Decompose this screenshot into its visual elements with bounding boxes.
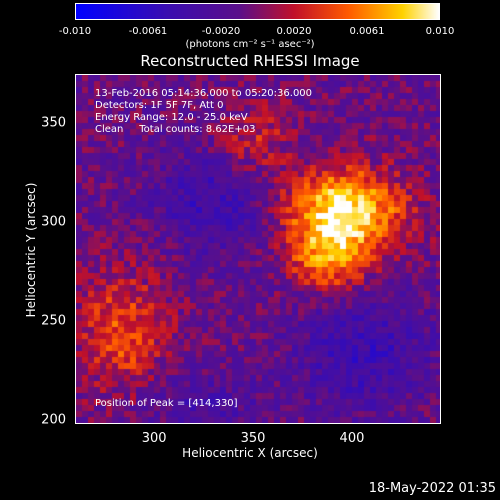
colorbar-units: (photons cm⁻² s⁻¹ asec⁻²) [185, 39, 315, 50]
y-tick-label: 200 [41, 412, 66, 428]
rhessi-image-heatmap [76, 75, 440, 423]
colorbar-tick-label: 0.0061 [349, 26, 385, 37]
y-axis-label: Heliocentric Y (arcsec) [24, 182, 38, 318]
plot-area [75, 74, 441, 424]
footer-timestamp: 18-May-2022 01:35 [368, 481, 496, 496]
colorbar-tick-label: -0.010 [58, 26, 92, 37]
annotation-time-range: 13-Feb-2016 05:14:36.000 to 05:20:36.000 [95, 88, 313, 99]
colorbar [75, 3, 440, 20]
y-tick-label: 250 [41, 313, 66, 329]
chart-title: Reconstructed RHESSI Image [140, 52, 360, 70]
annotation-clean-counts: Clean Total counts: 8.62E+03 [95, 124, 256, 135]
colorbar-tick-label: -0.0020 [201, 26, 241, 37]
annotation-detectors: Detectors: 1F 5F 7F, Att 0 [95, 100, 224, 111]
x-tick-label: 300 [141, 431, 167, 446]
x-axis-label: Heliocentric X (arcsec) [182, 446, 318, 460]
colorbar-tick-label: 0.010 [425, 26, 455, 37]
x-tick-label: 350 [240, 431, 266, 446]
annotation-energy-range: Energy Range: 12.0 - 25.0 keV [95, 112, 248, 123]
colorbar-gradient [76, 4, 439, 19]
x-tick-label: 400 [339, 431, 365, 446]
colorbar-tick-label: 0.0020 [276, 26, 312, 37]
colorbar-tick-label: -0.0061 [128, 26, 168, 37]
y-tick-label: 350 [41, 115, 66, 131]
annotation-peak-position: Position of Peak = [414,330] [95, 398, 238, 409]
y-tick-label: 300 [41, 214, 66, 230]
